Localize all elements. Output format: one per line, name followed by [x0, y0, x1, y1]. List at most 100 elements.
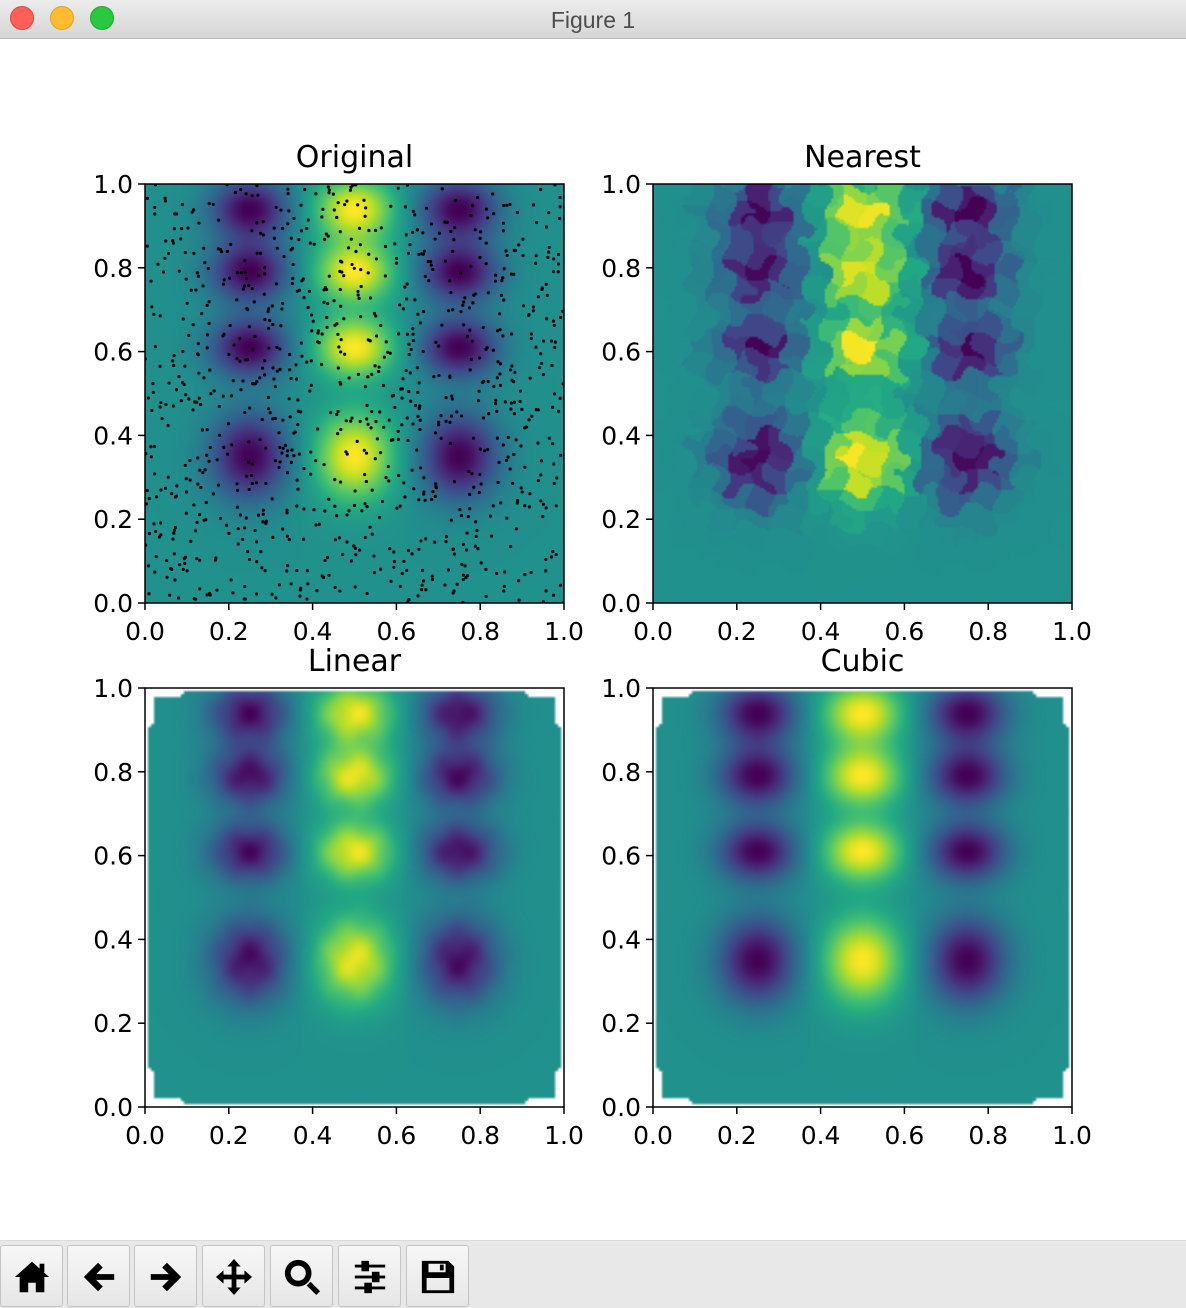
y-tick-label: 0.4	[601, 925, 641, 954]
zoom-window-button[interactable]	[90, 6, 114, 30]
sample-point	[452, 552, 457, 556]
sample-point	[231, 379, 235, 383]
sample-point	[516, 579, 521, 583]
sample-point	[235, 505, 239, 509]
sample-point	[432, 375, 436, 379]
x-tick-label: 0.0	[125, 1121, 165, 1150]
sample-point	[325, 315, 329, 319]
sample-point	[205, 428, 209, 432]
sample-point	[486, 447, 490, 452]
sample-point	[174, 494, 179, 498]
sample-point	[153, 444, 157, 449]
sample-point	[411, 332, 415, 336]
sample-point	[356, 372, 360, 376]
sample-point	[452, 479, 457, 484]
sample-point	[250, 194, 254, 198]
x-tick-label: 1.0	[544, 1121, 584, 1150]
pan-button[interactable]	[202, 1245, 265, 1307]
sample-point	[527, 505, 532, 509]
sample-point	[392, 560, 397, 564]
sample-point	[540, 361, 544, 365]
sample-point	[285, 563, 290, 568]
sample-point	[349, 419, 353, 423]
sample-point	[290, 281, 294, 286]
sample-point	[197, 221, 201, 225]
sample-point	[342, 317, 346, 321]
sample-point	[556, 262, 561, 266]
sample-point	[434, 482, 438, 486]
sample-point	[253, 334, 257, 339]
axes-frame	[652, 183, 1073, 604]
sample-point	[478, 356, 482, 360]
sample-point	[263, 373, 267, 377]
sample-point	[558, 216, 562, 221]
sample-point	[225, 523, 229, 527]
close-window-button[interactable]	[10, 6, 34, 30]
sample-point	[164, 402, 168, 407]
sample-point	[207, 300, 211, 304]
y-tick-label: 0.0	[93, 589, 133, 618]
sample-point	[443, 583, 447, 587]
configure-subplots-button[interactable]	[338, 1245, 401, 1307]
home-button[interactable]	[0, 1245, 63, 1307]
sample-point	[244, 276, 249, 281]
sample-point	[343, 352, 347, 356]
sample-point	[172, 354, 176, 358]
sample-point	[514, 438, 518, 442]
sample-point	[323, 286, 327, 290]
sample-point	[444, 396, 448, 400]
sample-point	[274, 205, 278, 210]
cubic-heatmap-image	[653, 688, 1072, 1107]
sample-point	[203, 261, 207, 265]
sample-point	[363, 385, 368, 389]
sample-point	[145, 244, 149, 248]
sample-point	[534, 261, 538, 266]
sample-point	[418, 404, 422, 408]
y-tick-label: 0.6	[601, 842, 641, 871]
sample-point	[461, 573, 465, 577]
sample-point	[504, 249, 508, 253]
save-button[interactable]	[406, 1245, 469, 1307]
sample-point	[496, 360, 500, 364]
sample-point	[552, 257, 556, 261]
sample-point	[551, 319, 556, 323]
back-button[interactable]	[67, 1245, 130, 1307]
sample-point	[527, 418, 531, 422]
sample-point	[474, 520, 478, 524]
zoom-button[interactable]	[270, 1245, 333, 1307]
x-tick-label: 0.2	[209, 1121, 249, 1150]
sample-point	[481, 380, 485, 384]
sample-point	[400, 396, 404, 400]
sample-point	[258, 438, 262, 442]
sample-point	[208, 368, 212, 372]
minimize-window-button[interactable]	[50, 6, 74, 30]
forward-button[interactable]	[134, 1245, 197, 1307]
sample-point	[196, 456, 200, 460]
sample-point	[544, 557, 548, 562]
sample-point	[360, 509, 364, 513]
sample-point	[365, 505, 369, 509]
sample-point	[419, 539, 423, 543]
sample-point	[254, 540, 259, 544]
axes-frame	[144, 183, 565, 604]
sample-point	[466, 515, 470, 519]
sample-point	[327, 188, 331, 192]
sample-point	[239, 270, 243, 275]
sample-point	[553, 340, 557, 344]
sample-point	[515, 501, 519, 505]
sample-point	[165, 575, 169, 579]
sample-point	[503, 570, 507, 574]
sample-point	[263, 317, 267, 322]
sample-point	[168, 593, 172, 597]
sample-point	[357, 296, 361, 300]
sample-point	[508, 368, 513, 372]
sample-point	[478, 230, 483, 234]
sample-point	[531, 203, 536, 207]
x-tick-label: 0.6	[885, 617, 925, 646]
figure-canvas[interactable]: 0.0 0.2 0.4 0.6 0.8 1.0 0.0 0.2 0.4 0.6 0.8 1.0 Orig…	[0, 40, 1186, 1240]
sample-point	[462, 323, 466, 327]
sample-point	[180, 202, 184, 207]
sample-point	[512, 272, 516, 276]
sample-point	[285, 508, 289, 512]
sample-point	[207, 459, 211, 463]
